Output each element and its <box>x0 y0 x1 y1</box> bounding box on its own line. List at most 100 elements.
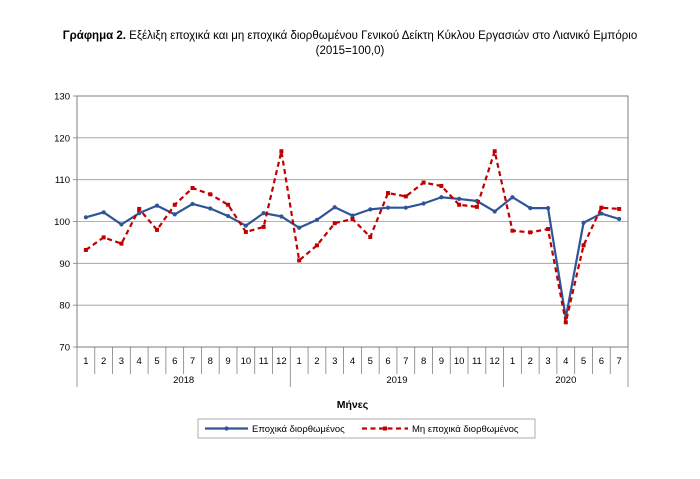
data-point <box>368 234 373 239</box>
data-point <box>439 183 444 188</box>
year-label: 2020 <box>555 375 576 386</box>
data-point <box>421 180 426 185</box>
x-tick-label: 3 <box>332 356 337 367</box>
data-point <box>172 202 177 207</box>
chart-title-text: Εξέλιξη εποχικά και μη εποχικά διορθωμέν… <box>125 30 638 42</box>
x-tick-label: 2 <box>314 356 319 367</box>
x-axis: 1 2 3 4 5 6 7 8 9 10 11 12 1 2 3 4 5 6 7 8 9 10 11 12 1 2 3 4 5 6 7201… <box>76 347 629 387</box>
data-point <box>403 205 408 210</box>
x-tick-label: 12 <box>276 356 287 367</box>
x-tick-label: 7 <box>190 356 195 367</box>
x-tick-label: 6 <box>385 356 390 367</box>
series-group <box>83 149 622 325</box>
x-tick-label: 6 <box>172 356 177 367</box>
legend-entry-label: Εποχικά διορθωμένος <box>252 424 345 435</box>
x-tick-label: 12 <box>489 356 500 367</box>
legend-swatch-marker <box>383 426 387 431</box>
x-tick-label: 7 <box>403 356 408 367</box>
series-line <box>85 150 620 324</box>
y-tick-label: 70 <box>59 343 70 354</box>
series-seasonally-adjusted <box>83 195 622 320</box>
x-tick-label: 10 <box>241 356 252 367</box>
data-point <box>279 149 284 154</box>
x-tick-label: 5 <box>581 356 586 367</box>
x-tick-label: 11 <box>472 356 482 367</box>
data-point <box>190 201 195 207</box>
data-point <box>314 217 320 222</box>
data-point <box>385 205 391 210</box>
data-point <box>350 213 355 218</box>
x-tick-label: 8 <box>208 356 213 367</box>
data-point <box>279 214 284 219</box>
x-tick-label: 4 <box>563 356 568 367</box>
data-point <box>297 258 302 263</box>
data-point <box>474 204 479 209</box>
data-point <box>83 247 88 252</box>
y-tick-label: 100 <box>54 217 70 228</box>
data-point <box>208 192 213 197</box>
data-point <box>386 191 391 196</box>
x-tick-label: 9 <box>225 356 230 367</box>
data-point <box>225 213 231 219</box>
data-point <box>510 228 515 233</box>
data-point <box>332 221 337 226</box>
data-point <box>190 186 195 191</box>
chart-title-label: Γράφημα 2. <box>62 30 126 42</box>
x-tick-label: 4 <box>137 356 142 367</box>
data-point <box>154 203 160 208</box>
data-point <box>101 235 106 240</box>
x-tick-label: 5 <box>368 356 373 367</box>
data-point <box>137 211 142 216</box>
data-point <box>457 202 462 207</box>
data-point <box>137 206 142 211</box>
data-point <box>545 206 551 211</box>
data-point <box>226 202 231 207</box>
x-tick-label: 3 <box>545 356 550 367</box>
data-point <box>617 206 622 211</box>
y-tick-label: 120 <box>54 133 70 144</box>
y-tick-label: 110 <box>55 175 70 186</box>
data-point <box>528 206 533 211</box>
gridlines <box>77 137 628 306</box>
x-tick-label: 10 <box>454 356 465 367</box>
x-tick-label: 8 <box>421 356 426 367</box>
legend-entry-label: Μη εποχικά διορθωμένος <box>412 424 519 435</box>
data-point <box>243 229 248 234</box>
x-tick-label: 11 <box>259 356 269 367</box>
data-point <box>439 195 444 200</box>
data-point <box>403 194 408 199</box>
data-point <box>119 241 124 246</box>
x-tick-label: 1 <box>510 356 515 367</box>
data-point <box>350 216 355 221</box>
chart-title: Γράφημα 2. Εξέλιξη εποχικά και μη εποχικ… <box>0 29 700 44</box>
data-point <box>208 206 213 211</box>
data-point <box>599 205 604 210</box>
chart-subtitle: (2015=100,0) <box>315 45 385 57</box>
x-tick-label: 9 <box>439 356 444 367</box>
legend-swatch-marker <box>224 426 229 431</box>
data-point <box>332 205 337 210</box>
y-axis: 70 80 90 100 110 120 130 <box>54 92 77 354</box>
data-point <box>368 207 373 212</box>
data-point <box>546 227 551 232</box>
data-point <box>83 215 88 220</box>
data-point <box>261 224 266 229</box>
x-axis-label: Μήνες <box>337 399 369 411</box>
data-point <box>617 216 622 222</box>
data-point <box>581 243 586 248</box>
data-point <box>101 210 106 215</box>
data-point <box>119 222 124 227</box>
legend: Εποχικά διορθωμένος Μη εποχικά διορθωμένο… <box>197 418 536 439</box>
x-tick-label: 6 <box>599 356 604 367</box>
x-tick-label: 3 <box>119 356 124 367</box>
data-point <box>261 211 266 216</box>
data-point <box>314 243 319 248</box>
year-label: 2019 <box>386 375 407 386</box>
data-point <box>421 201 426 206</box>
x-tick-label: 2 <box>101 356 106 367</box>
y-tick-label: 130 <box>54 92 70 103</box>
data-point <box>528 230 533 235</box>
y-tick-label: 80 <box>59 301 70 312</box>
